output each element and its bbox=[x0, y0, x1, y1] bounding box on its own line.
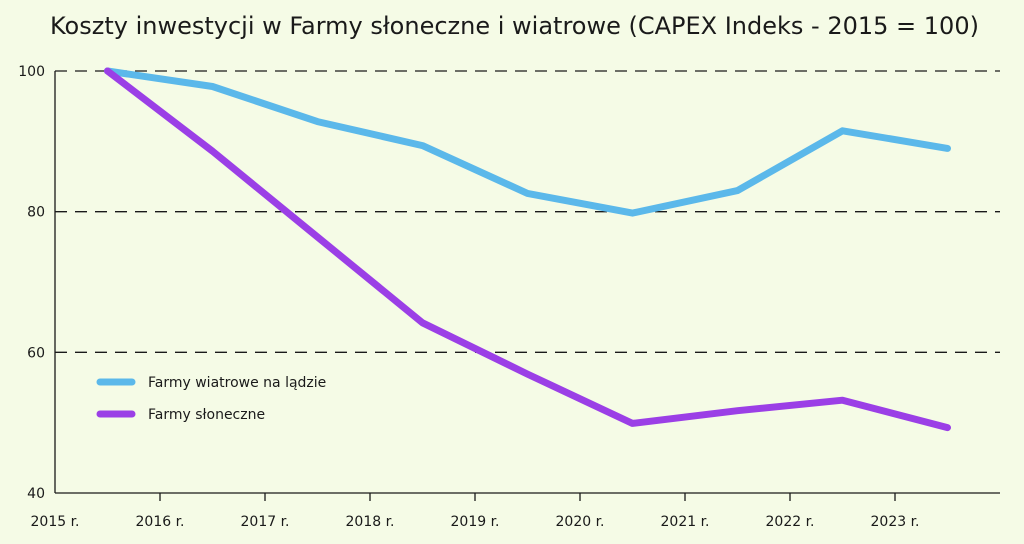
x-tick-label: 2016 r. bbox=[136, 514, 185, 530]
legend-label: Farmy wiatrowe na lądzie bbox=[148, 375, 326, 391]
y-tick-label: 60 bbox=[27, 345, 45, 361]
x-tick-label: 2019 r. bbox=[451, 514, 500, 530]
series-line-solar bbox=[104, 67, 951, 432]
x-tick-label: 2017 r. bbox=[241, 514, 290, 530]
legend-label: Farmy słoneczne bbox=[148, 407, 265, 423]
x-tick-label: 2021 r. bbox=[661, 514, 710, 530]
x-tick-label: 2022 r. bbox=[766, 514, 815, 530]
x-tick-label: 2020 r. bbox=[556, 514, 605, 530]
x-tick-label: 2018 r. bbox=[346, 514, 395, 530]
x-tick-label: 2015 r. bbox=[31, 514, 80, 530]
y-tick-label: 40 bbox=[27, 486, 45, 502]
series-line-wind bbox=[104, 67, 951, 217]
y-tick-label: 80 bbox=[27, 205, 45, 221]
x-tick-label: 2023 r. bbox=[871, 514, 920, 530]
chart-title: Koszty inwestycji w Farmy słoneczne i wi… bbox=[50, 12, 979, 40]
y-tick-label: 100 bbox=[18, 64, 45, 80]
